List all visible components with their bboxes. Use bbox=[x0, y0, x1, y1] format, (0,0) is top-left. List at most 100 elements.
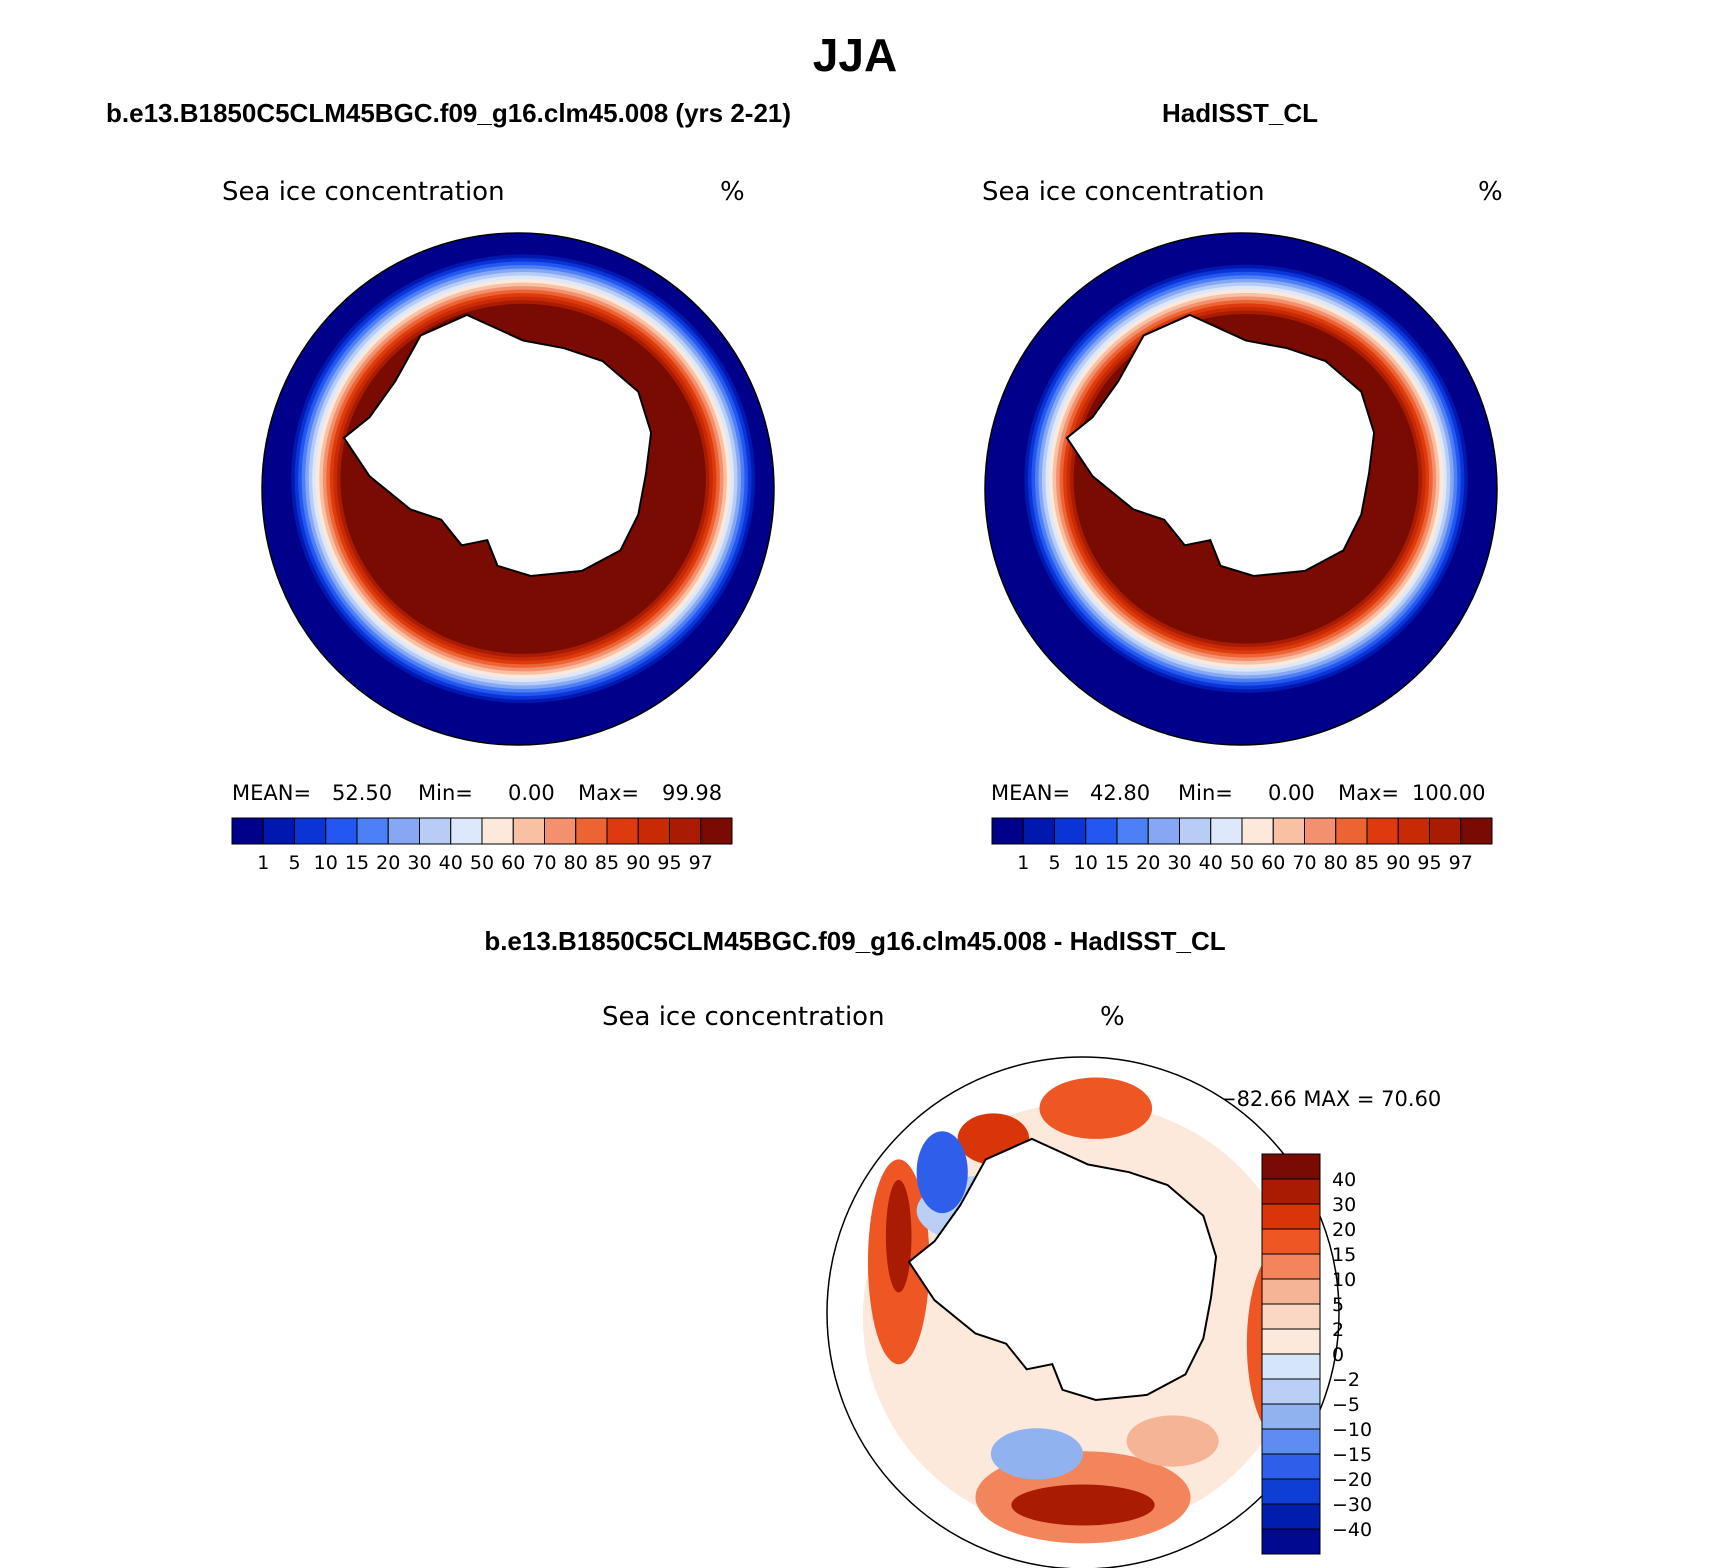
panel-diff-map-border bbox=[826, 1056, 1340, 1568]
diff-colorbar-tick-9: −5 bbox=[1332, 1394, 1360, 1416]
panel-right-colorbar: 1 5 10 15 20 30 40 50 60 70 80 85 90 95 97 bbox=[991, 817, 1493, 874]
panel-diff-title: b.e13.B1850C5CLM45BGC.f09_g16.clm45.008 … bbox=[484, 926, 1226, 956]
left-colorbar-box-9 bbox=[512, 817, 545, 845]
left-colorbar-box-8 bbox=[481, 817, 514, 845]
left-colorbar-tick-2: 10 bbox=[314, 852, 338, 874]
diff-colorbar-box-2 bbox=[1261, 1203, 1321, 1230]
right-colorbar-box-10 bbox=[1304, 817, 1337, 845]
diff-colorbar-box-5 bbox=[1261, 1278, 1321, 1305]
left-colorbar-tick-13: 95 bbox=[657, 852, 681, 874]
left-colorbar-box-2 bbox=[294, 817, 327, 845]
left-colorbar-box-4 bbox=[356, 817, 389, 845]
left-colorbar-tick-8: 60 bbox=[501, 852, 525, 874]
panel-left-title: b.e13.B1850C5CLM45BGC.f09_g16.clm45.008 … bbox=[106, 98, 792, 128]
panel-right-map bbox=[985, 233, 1497, 745]
left-colorbar-box-0 bbox=[231, 817, 264, 845]
diff-colorbar-box-9 bbox=[1261, 1378, 1321, 1405]
panel-left-mean-value: 52.50 bbox=[332, 781, 392, 805]
left-colorbar-tick-9: 70 bbox=[532, 852, 556, 874]
left-colorbar-box-15 bbox=[700, 817, 733, 845]
panel-left-min-label: Min= bbox=[418, 781, 473, 805]
panel-left-max-value: 99.98 bbox=[662, 781, 722, 805]
right-colorbar-tick-1: 5 bbox=[1048, 852, 1060, 874]
panel-left: Sea ice concentration % MEAN= 52.50 Min=… bbox=[222, 177, 775, 874]
left-colorbar-tick-4: 20 bbox=[376, 852, 400, 874]
right-colorbar-box-0 bbox=[991, 817, 1024, 845]
panel-left-map-border bbox=[261, 232, 775, 746]
panel-right-min-label: Min= bbox=[1178, 781, 1233, 805]
diff-colorbar-tick-12: −20 bbox=[1332, 1469, 1372, 1491]
panel-right-map-border bbox=[984, 232, 1498, 746]
panel-right-max-label: Max= bbox=[1338, 781, 1399, 805]
right-colorbar-tick-13: 95 bbox=[1417, 852, 1441, 874]
diff-colorbar-tick-10: −10 bbox=[1332, 1419, 1372, 1441]
right-colorbar-box-5 bbox=[1147, 817, 1180, 845]
diff-antarctica bbox=[907, 1137, 1218, 1402]
panel-left-units: % bbox=[720, 177, 745, 207]
panel-left-mean-label: MEAN= bbox=[232, 781, 311, 805]
diff-colorbar-box-10 bbox=[1261, 1403, 1321, 1430]
diff-colorbar-tick-14: −40 bbox=[1332, 1519, 1372, 1541]
right-colorbar-box-9 bbox=[1272, 817, 1305, 845]
panel-right: Sea ice concentration % MEAN= 42.80 Min=… bbox=[982, 177, 1503, 874]
right-colorbar-box-12 bbox=[1366, 817, 1399, 845]
left-colorbar-tick-7: 50 bbox=[470, 852, 494, 874]
right-colorbar-box-13 bbox=[1397, 817, 1430, 845]
diff-colorbar-tick-11: −15 bbox=[1332, 1444, 1372, 1466]
panel-right-title: HadISST_CL bbox=[1162, 98, 1319, 128]
right-colorbar-tick-12: 90 bbox=[1386, 852, 1410, 874]
right-colorbar-box-2 bbox=[1054, 817, 1087, 845]
diff-colorbar-box-0 bbox=[1261, 1153, 1321, 1180]
panel-right-max-value: 100.00 bbox=[1412, 781, 1485, 805]
right-colorbar-tick-11: 85 bbox=[1355, 852, 1379, 874]
right-antarctica bbox=[1065, 313, 1376, 578]
left-colorbar-tick-6: 40 bbox=[439, 852, 463, 874]
diff-colorbar-box-3 bbox=[1261, 1228, 1321, 1255]
right-colorbar-tick-0: 1 bbox=[1017, 852, 1029, 874]
diff-anomaly-7 bbox=[1039, 1077, 1153, 1139]
diff-colorbar-tick-0: 40 bbox=[1332, 1169, 1356, 1191]
diff-colorbar-box-14 bbox=[1261, 1503, 1321, 1530]
diff-anomaly-6 bbox=[885, 1179, 912, 1293]
left-colorbar-box-12 bbox=[606, 817, 639, 845]
left-colorbar-tick-0: 1 bbox=[257, 852, 269, 874]
right-colorbar-tick-5: 30 bbox=[1167, 852, 1191, 874]
right-colorbar-tick-2: 10 bbox=[1074, 852, 1098, 874]
right-colorbar-tick-8: 60 bbox=[1261, 852, 1285, 874]
diff-colorbar-box-15 bbox=[1261, 1528, 1321, 1555]
left-colorbar-box-6 bbox=[419, 817, 452, 845]
panel-diff-variable: Sea ice concentration bbox=[602, 1002, 885, 1032]
right-colorbar-box-15 bbox=[1460, 817, 1493, 845]
panel-left-stats: MEAN= 52.50 Min= 0.00 Max= 99.98 bbox=[232, 781, 722, 805]
panel-left-max-label: Max= bbox=[578, 781, 639, 805]
panel-left-min-value: 0.00 bbox=[508, 781, 555, 805]
diff-colorbar-tick-1: 30 bbox=[1332, 1194, 1356, 1216]
left-colorbar-tick-5: 30 bbox=[407, 852, 431, 874]
diff-anomaly-12 bbox=[1126, 1415, 1219, 1467]
left-colorbar-box-5 bbox=[387, 817, 420, 845]
diff-colorbar-tick-13: −30 bbox=[1332, 1494, 1372, 1516]
diff-colorbar-box-7 bbox=[1261, 1328, 1321, 1355]
right-colorbar-tick-10: 80 bbox=[1324, 852, 1348, 874]
panel-right-mean-label: MEAN= bbox=[991, 781, 1070, 805]
diff-colorbar-tick-8: −2 bbox=[1332, 1369, 1360, 1391]
diff-colorbar-box-11 bbox=[1261, 1428, 1321, 1455]
right-colorbar-tick-9: 70 bbox=[1292, 852, 1316, 874]
left-colorbar-box-10 bbox=[544, 817, 577, 845]
diff-anomaly-10 bbox=[916, 1131, 968, 1214]
left-colorbar-box-7 bbox=[450, 817, 483, 845]
left-colorbar-box-11 bbox=[575, 817, 608, 845]
diff-colorbar-tick-4: 10 bbox=[1332, 1269, 1356, 1291]
left-colorbar-tick-12: 90 bbox=[626, 852, 650, 874]
panel-diff: Sea ice concentration % MIN = −82.66 MAX… bbox=[602, 1002, 1441, 1568]
right-colorbar-tick-4: 20 bbox=[1136, 852, 1160, 874]
right-colorbar-tick-3: 15 bbox=[1105, 852, 1129, 874]
left-colorbar-tick-14: 97 bbox=[689, 852, 713, 874]
right-colorbar-box-1 bbox=[1022, 817, 1055, 845]
right-colorbar-box-3 bbox=[1085, 817, 1118, 845]
right-colorbar-box-8 bbox=[1241, 817, 1274, 845]
panel-right-stats: MEAN= 42.80 Min= 0.00 Max= 100.00 bbox=[991, 781, 1485, 805]
figure-title: JJA bbox=[812, 29, 898, 81]
